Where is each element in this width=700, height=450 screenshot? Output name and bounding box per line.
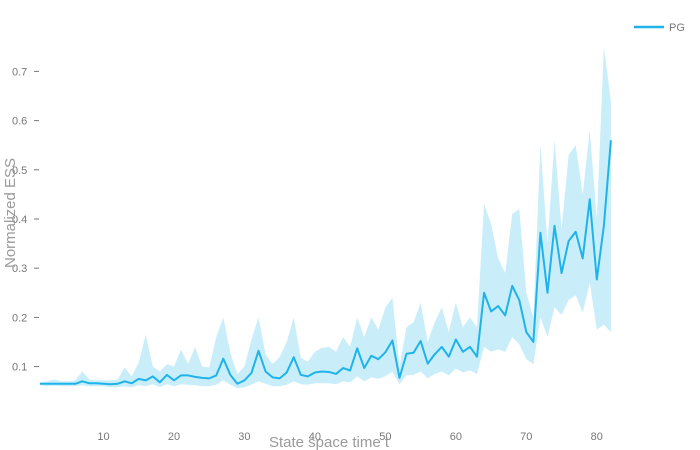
- y-tick-label: 0.1: [12, 362, 27, 374]
- y-tick-label: 0.2: [12, 312, 27, 324]
- x-tick-label: 60: [450, 431, 462, 443]
- y-tick-label: 0.4: [12, 214, 27, 226]
- x-tick-label: 70: [520, 431, 532, 443]
- series-line-layer: [40, 140, 612, 386]
- y-tick-label: 0.7: [12, 66, 27, 78]
- x-tick-label: 30: [238, 431, 250, 443]
- y-axis: 0.1 0.2 0.3 0.4 0.5 0.6 0.7: [12, 66, 39, 374]
- legend[interactable]: PG: [634, 22, 685, 34]
- y-axis-title: Normalized ESS: [2, 158, 19, 268]
- y-tick-label: 0.3: [12, 263, 27, 275]
- x-tick-label: 40: [309, 431, 321, 443]
- x-tick-label: 50: [379, 431, 391, 443]
- x-axis: 10 20 30 40 50 60 70 80: [97, 431, 603, 443]
- y-tick-label: 0.5: [12, 165, 27, 177]
- x-axis-title: State space time t: [269, 434, 390, 450]
- x-tick-label: 80: [591, 431, 603, 443]
- confidence-band-layer: [40, 46, 611, 389]
- legend-label-pg: PG: [669, 22, 685, 34]
- x-tick-label: 10: [97, 431, 109, 443]
- confidence-band-pg: [40, 46, 611, 389]
- series-line-pg: [40, 140, 612, 386]
- x-tick-label: 20: [168, 431, 180, 443]
- y-tick-label: 0.6: [12, 116, 27, 128]
